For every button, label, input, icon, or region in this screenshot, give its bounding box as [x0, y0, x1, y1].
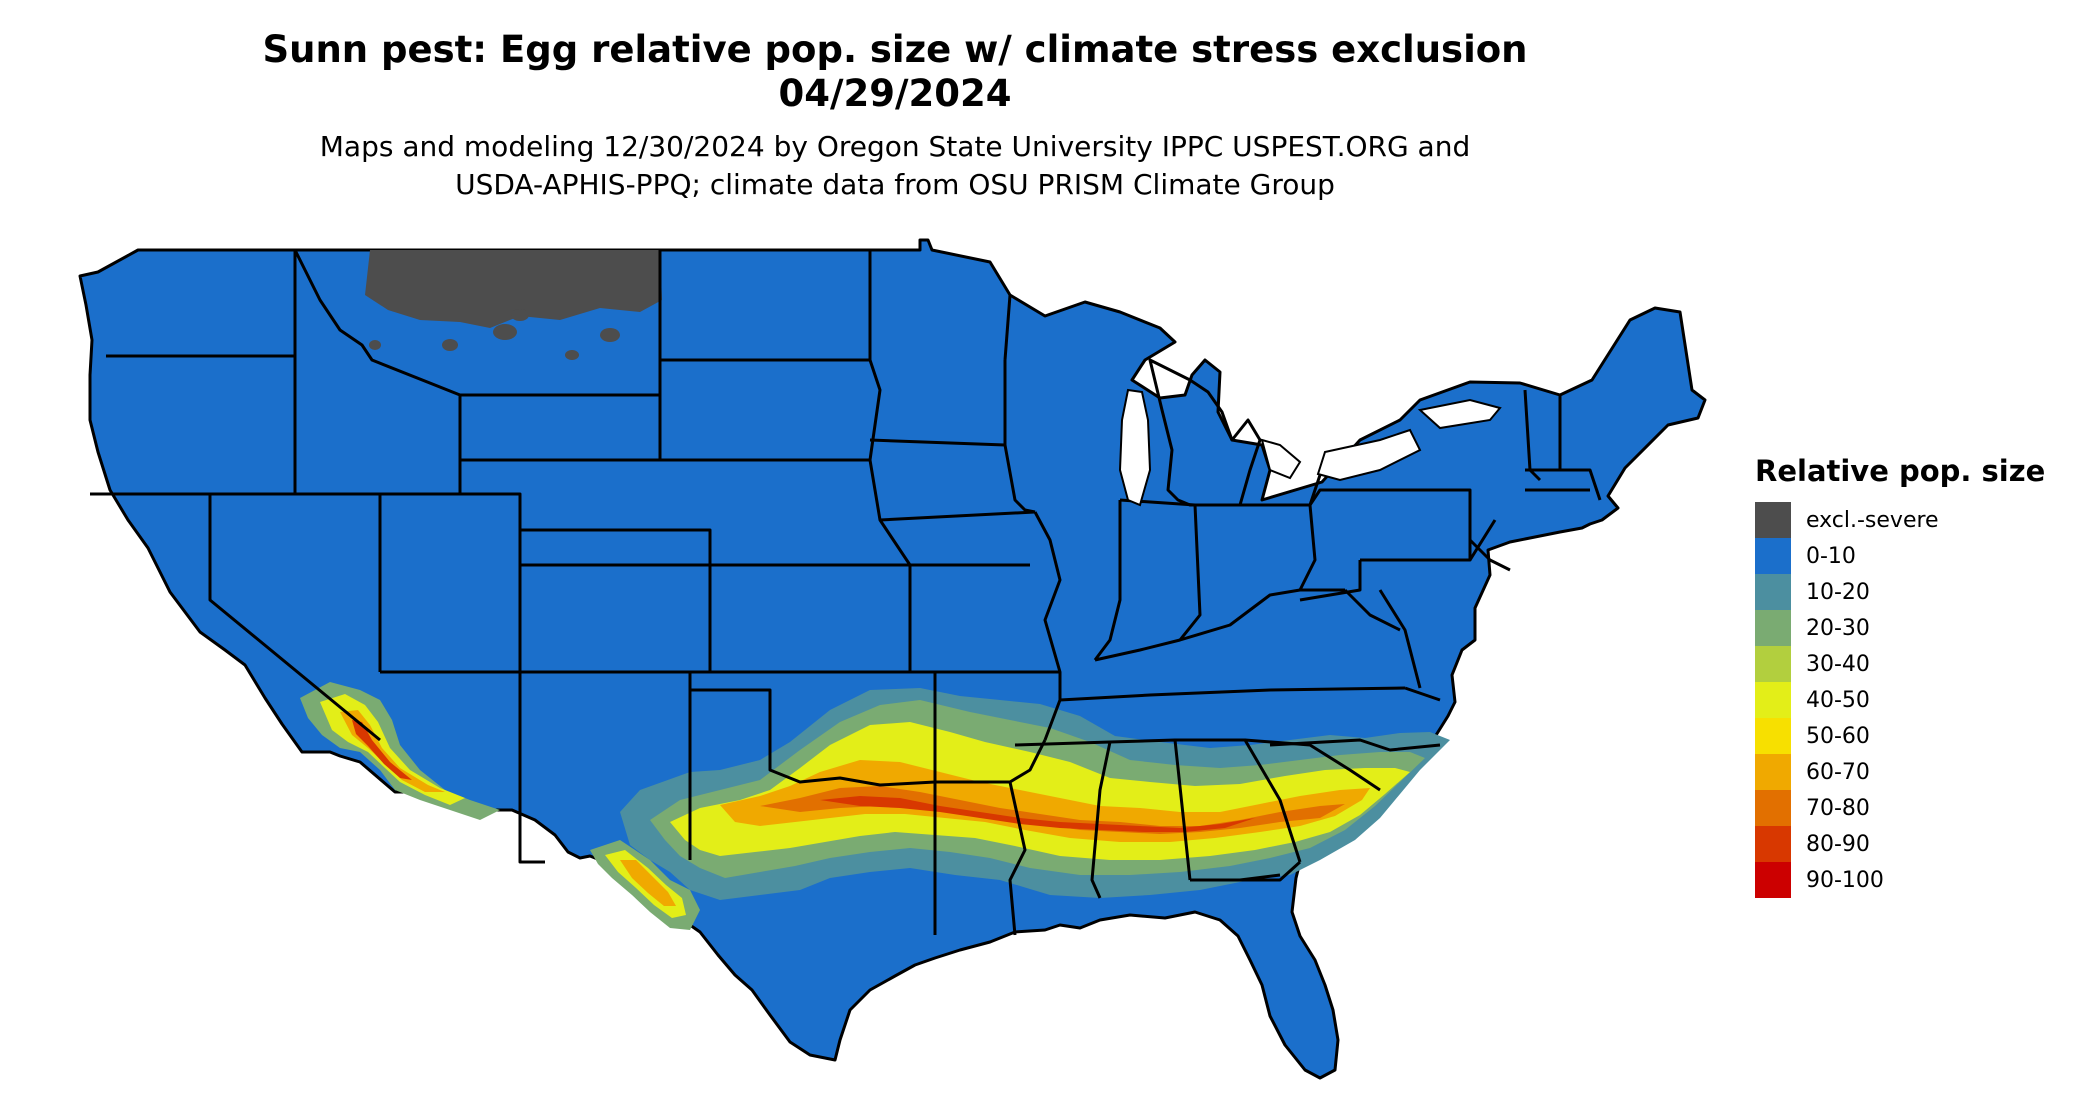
us-land-area: [78, 238, 1707, 1080]
legend-label: 70-80: [1806, 795, 1870, 821]
legend-label: 10-20: [1806, 579, 1870, 605]
legend-label: 50-60: [1806, 723, 1870, 749]
legend-label: 20-30: [1806, 615, 1870, 641]
legend-item: 0-10: [1755, 538, 2045, 574]
map-date: 04/29/2024: [778, 72, 1012, 115]
legend-swatch: [1755, 682, 1791, 718]
legend-item: 40-50: [1755, 682, 2045, 718]
legend-item: 30-40: [1755, 646, 2045, 682]
legend-swatch: [1755, 718, 1791, 754]
legend-label: 30-40: [1806, 651, 1870, 677]
legend-label: excl.-severe: [1806, 507, 1939, 533]
legend-swatch: [1755, 574, 1791, 610]
subtitle-line-1: Maps and modeling 12/30/2024 by Oregon S…: [319, 130, 1471, 163]
legend-item: 10-20: [1755, 574, 2045, 610]
state-borders: [90, 249, 1602, 936]
legend-swatch: [1755, 826, 1791, 862]
legend-swatch: [1755, 646, 1791, 682]
great-lakes: [1118, 388, 1502, 507]
excluded-region-montana: [365, 250, 662, 360]
legend-item: 70-80: [1755, 790, 2045, 826]
legend-item: excl.-severe: [1755, 502, 2045, 538]
legend-swatch: [1755, 790, 1791, 826]
hotspot-west-texas: [590, 840, 700, 930]
legend-swatch: [1755, 538, 1791, 574]
legend-label: 60-70: [1806, 759, 1870, 785]
legend-label: 80-90: [1806, 831, 1870, 857]
subtitle-line-2: USDA-APHIS-PPQ; climate data from OSU PR…: [455, 168, 1335, 201]
legend-item: 50-60: [1755, 718, 2045, 754]
legend-item: 80-90: [1755, 826, 2045, 862]
legend-item: 60-70: [1755, 754, 2045, 790]
legend-swatch: [1755, 610, 1791, 646]
hotspot-band-south: [620, 688, 1450, 900]
legend-swatch: [1755, 862, 1791, 898]
legend-label: 90-100: [1806, 867, 1884, 893]
legend-label: 40-50: [1806, 687, 1870, 713]
legend-items: excl.-severe 0-10 10-20 20-30 30-40 40-50 50-6…: [1755, 502, 2045, 898]
legend-item: 90-100: [1755, 862, 2045, 898]
legend-label: 0-10: [1806, 543, 1856, 569]
legend: Relative pop. size excl.-severe 0-10 10-20…: [1755, 454, 2045, 898]
legend-swatch: [1755, 754, 1791, 790]
legend-swatch: [1755, 502, 1791, 538]
legend-title: Relative pop. size: [1755, 454, 2046, 488]
legend-item: 20-30: [1755, 610, 2045, 646]
map-title: Sunn pest: Egg relative pop. size w/ cli…: [262, 28, 1528, 71]
